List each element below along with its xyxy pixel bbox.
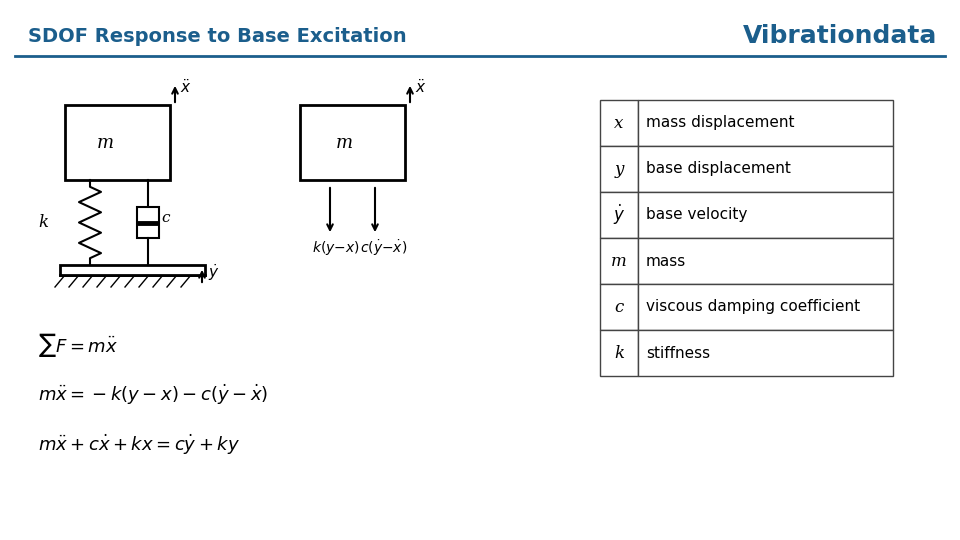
Text: mass: mass — [646, 253, 686, 268]
Text: $\ddot{x}$: $\ddot{x}$ — [180, 78, 192, 96]
Bar — [638, 146, 893, 192]
Text: base velocity: base velocity — [646, 207, 748, 222]
Bar — [638, 100, 893, 146]
Bar — [600, 146, 638, 192]
Text: $m\ddot{x} + c\dot{x} + kx = c\dot{y} + ky$: $m\ddot{x} + c\dot{x} + kx = c\dot{y} + … — [38, 433, 240, 457]
Text: stiffness: stiffness — [646, 346, 710, 361]
Bar — [300, 105, 405, 180]
Text: y: y — [614, 160, 624, 178]
Text: mass displacement: mass displacement — [646, 116, 795, 131]
Text: k: k — [614, 345, 624, 361]
Text: m: m — [96, 133, 113, 152]
Bar — [600, 284, 638, 330]
Bar — [638, 238, 893, 284]
Text: $m\ddot{x} = -k(y-x) - c(\dot{y}-\dot{x})$: $m\ddot{x} = -k(y-x) - c(\dot{y}-\dot{x}… — [38, 383, 268, 407]
Text: $k(y{-}x)$: $k(y{-}x)$ — [312, 239, 360, 257]
Text: c: c — [161, 211, 170, 225]
Bar — [600, 330, 638, 376]
Text: m: m — [336, 133, 352, 152]
Bar — [65, 105, 170, 180]
Bar — [638, 330, 893, 376]
Bar — [600, 238, 638, 284]
Text: SDOF Response to Base Excitation: SDOF Response to Base Excitation — [28, 26, 407, 45]
Text: x: x — [614, 114, 624, 132]
Bar — [137, 207, 159, 238]
Bar — [600, 100, 638, 146]
Text: $c(\dot{y}{-}\dot{x})$: $c(\dot{y}{-}\dot{x})$ — [360, 238, 407, 258]
Text: $\sum F = m\ddot{x}$: $\sum F = m\ddot{x}$ — [38, 331, 118, 359]
Text: $\ddot{x}$: $\ddot{x}$ — [415, 78, 426, 96]
Text: base displacement: base displacement — [646, 161, 791, 177]
Bar — [600, 192, 638, 238]
Text: viscous damping coefficient: viscous damping coefficient — [646, 300, 860, 314]
Text: m: m — [612, 253, 627, 269]
Bar — [638, 192, 893, 238]
Bar — [638, 284, 893, 330]
Text: c: c — [614, 299, 624, 315]
Text: Vibrationdata: Vibrationdata — [743, 24, 937, 48]
Text: $\dot{y}$: $\dot{y}$ — [208, 262, 220, 284]
Text: k: k — [38, 214, 48, 231]
Bar — [60, 265, 205, 275]
Text: $\dot{y}$: $\dot{y}$ — [612, 203, 625, 227]
